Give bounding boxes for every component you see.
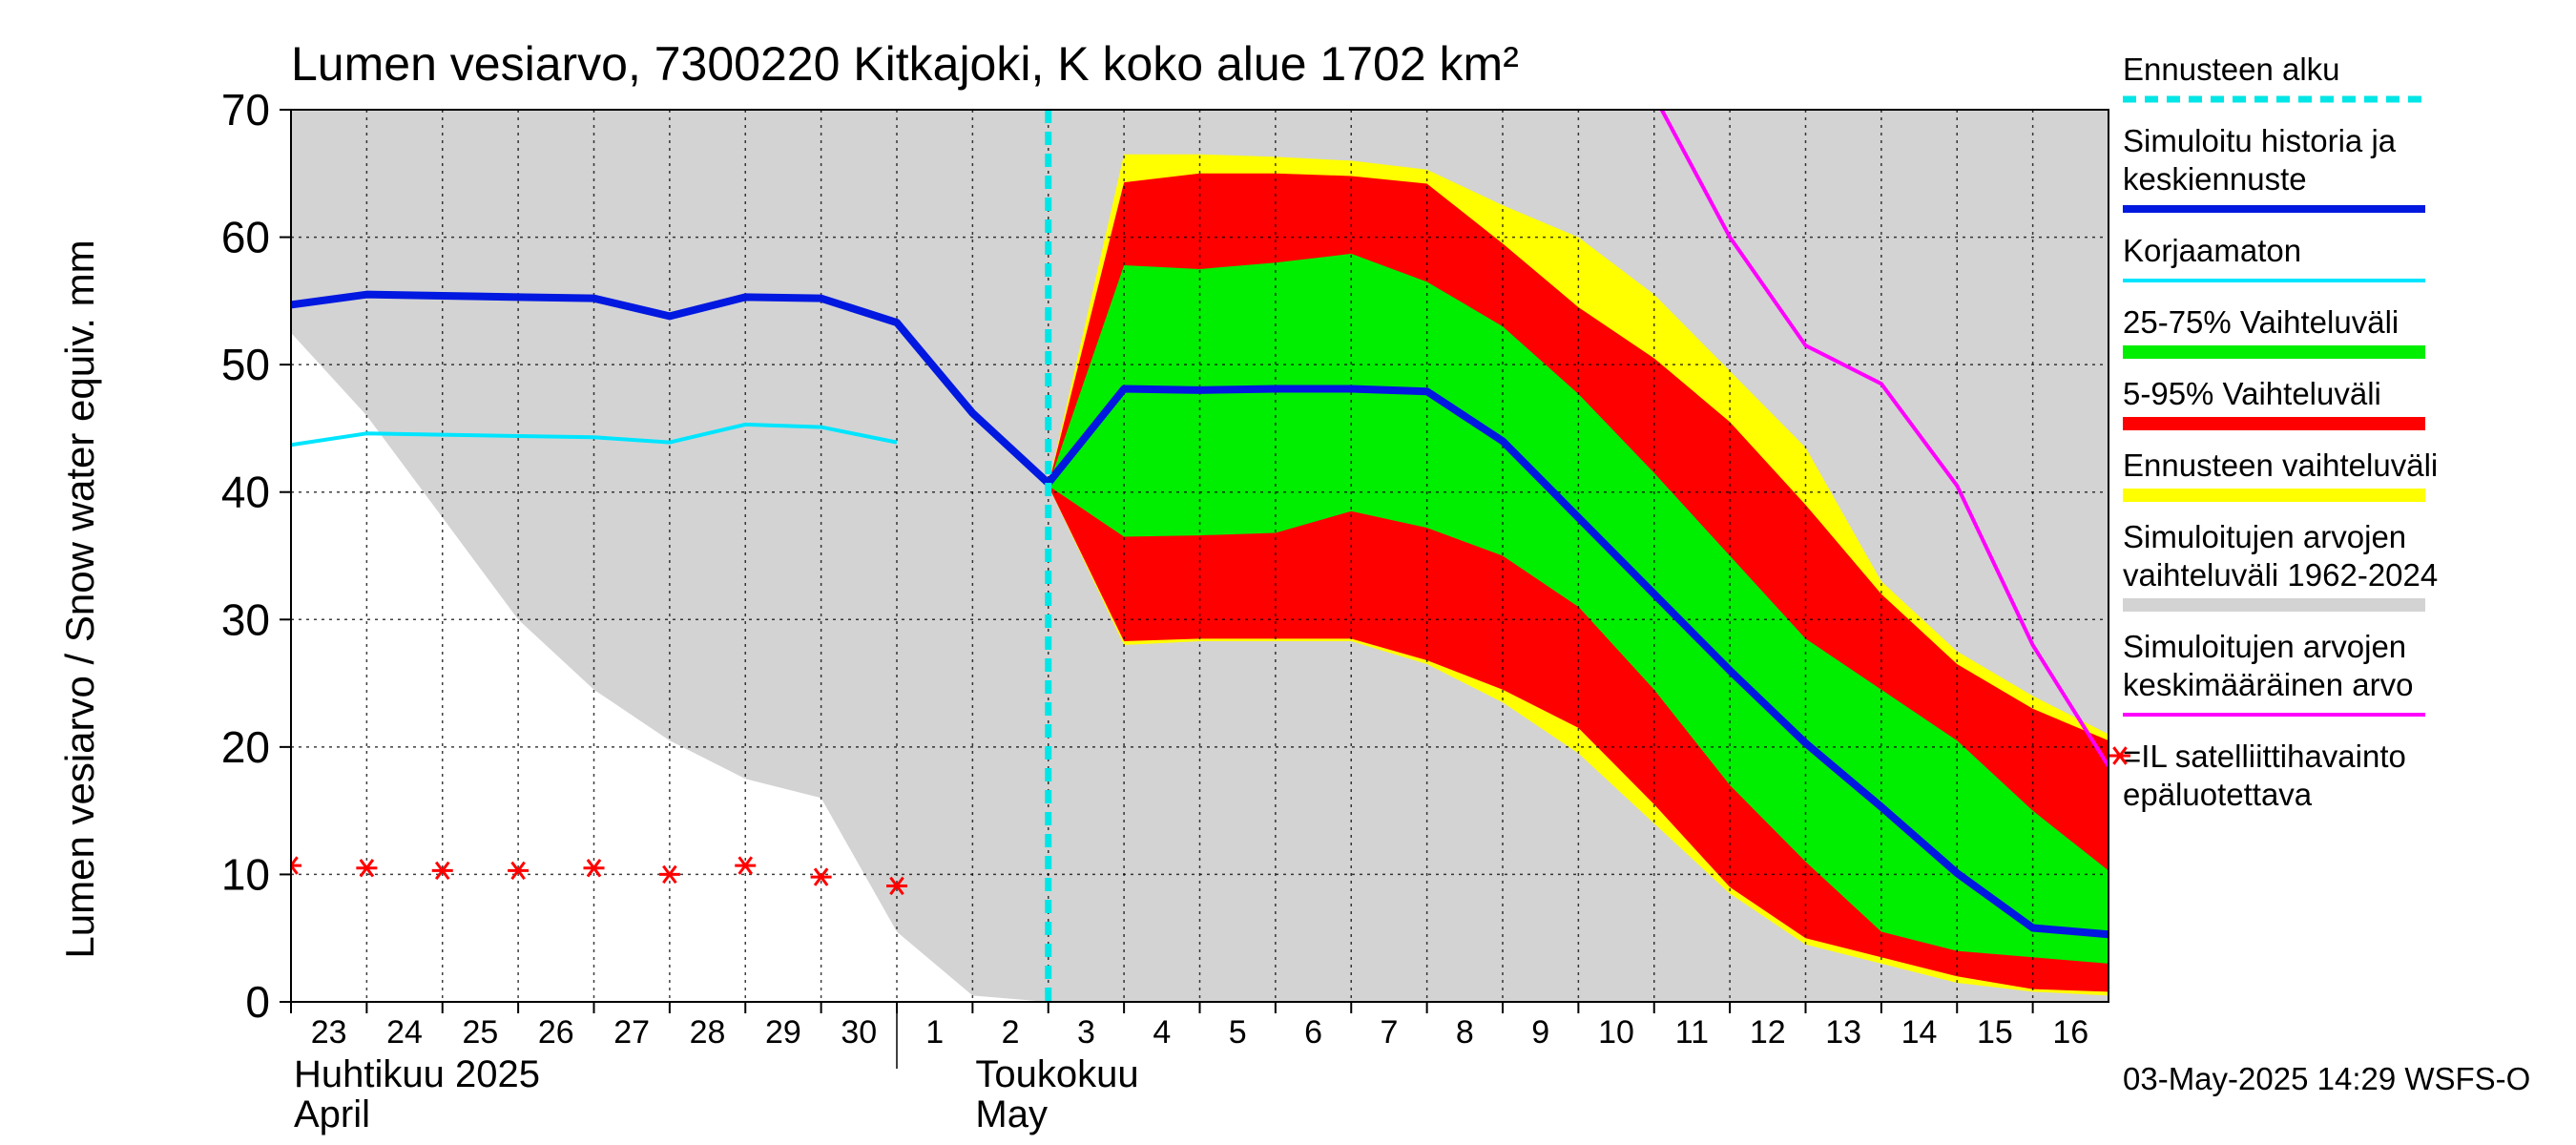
marker-stroke <box>291 856 299 868</box>
x-tick-label: 1 <box>925 1014 944 1051</box>
x-tick-label: 8 <box>1456 1014 1474 1051</box>
x-tick-label: 3 <box>1077 1014 1095 1051</box>
legend-label: keskiennuste <box>2123 161 2307 197</box>
satellite-marker <box>735 856 757 875</box>
legend-label: Korjaamaton <box>2123 233 2301 268</box>
month-label-en: April <box>294 1093 370 1135</box>
line-simulated <box>291 290 2109 939</box>
plot-area <box>291 110 2109 1002</box>
x-tick-label: 12 <box>1750 1014 1786 1051</box>
x-tick-label: 5 <box>1229 1014 1247 1051</box>
line-uncorrected <box>291 422 898 448</box>
marker-stroke <box>359 859 375 878</box>
satellite-marker <box>658 864 680 885</box>
y-tick-label: 0 <box>245 977 270 1027</box>
legend-label: vaihteluväli 1962-2024 <box>2123 557 2438 593</box>
x-tick-label: 9 <box>1531 1014 1549 1051</box>
marker-stroke <box>2112 746 2128 765</box>
y-tick-label: 30 <box>221 594 270 644</box>
marker-stroke <box>662 864 677 885</box>
satellite-marker <box>583 859 605 878</box>
line-mean <box>1659 110 2109 767</box>
marker-stroke <box>510 861 526 881</box>
legend-label: Ennusteen alku <box>2123 52 2340 87</box>
y-tick-label: 40 <box>221 468 270 517</box>
x-tick-label: 29 <box>765 1014 801 1051</box>
timestamp: 03-May-2025 14:29 WSFS-O <box>2123 1061 2530 1096</box>
y-tick-label: 20 <box>221 722 270 772</box>
legend-label: 5-95% Vaihteluväli <box>2123 376 2381 411</box>
x-tick-label: 6 <box>1304 1014 1322 1051</box>
month-label-fi: Huhtikuu 2025 <box>294 1053 540 1095</box>
x-tick-label: 11 <box>1675 1014 1709 1051</box>
x-tick-label: 10 <box>1598 1014 1634 1051</box>
y-tick-label: 60 <box>221 213 270 262</box>
y-tick-label: 10 <box>221 849 270 899</box>
x-tick-label: 7 <box>1380 1014 1398 1051</box>
y-axis-label: Lumen vesiarvo / Snow water equiv. mm <box>57 239 102 958</box>
y-tick-label: 70 <box>221 85 270 135</box>
satellite-marker <box>810 867 832 886</box>
y-tick-label: 50 <box>221 340 270 389</box>
x-tick-label: 13 <box>1825 1014 1861 1051</box>
legend-label: =IL satelliittihavainto <box>2123 739 2406 774</box>
x-tick-label: 23 <box>311 1014 347 1051</box>
x-tick-label: 24 <box>386 1014 423 1051</box>
month-label-en: May <box>975 1093 1048 1135</box>
satellite-marker <box>291 856 301 875</box>
x-tick-label: 4 <box>1153 1014 1171 1051</box>
legend-swatch <box>2123 345 2425 359</box>
legend-label: epäluotettava <box>2123 777 2313 812</box>
satellite-marker <box>508 861 530 881</box>
marker-stroke <box>434 861 450 881</box>
marker-stroke <box>889 876 904 896</box>
legend-label: Ennusteen vaihteluväli <box>2123 448 2438 483</box>
marker-stroke <box>291 863 299 875</box>
x-tick-label: 25 <box>463 1014 499 1051</box>
marker-stroke <box>737 856 754 875</box>
x-tick-label: 16 <box>2052 1014 2088 1051</box>
satellite-marker <box>356 859 378 878</box>
band-p25-75 <box>1048 253 2109 964</box>
legend-label: keskimääräinen arvo <box>2123 667 2413 702</box>
x-tick-label: 26 <box>538 1014 574 1051</box>
month-label-fi: Toukokuu <box>975 1053 1138 1095</box>
legend-swatch <box>2123 417 2425 430</box>
plot-content <box>291 110 2109 1002</box>
x-tick-label: 30 <box>841 1014 877 1051</box>
chart-title: Lumen vesiarvo, 7300220 Kitkajoki, K kok… <box>291 37 1519 91</box>
marker-stroke <box>813 867 829 886</box>
legend-swatch <box>2123 598 2425 612</box>
x-tick-label: 27 <box>613 1014 650 1051</box>
legend-label: Simuloitujen arvojen <box>2123 519 2406 554</box>
x-tick-label: 15 <box>1977 1014 2013 1051</box>
legend-label: Simuloitujen arvojen <box>2123 629 2406 664</box>
legend-label: 25-75% Vaihteluväli <box>2123 304 2399 340</box>
legend-swatch <box>2109 746 2130 765</box>
marker-stroke <box>586 859 602 878</box>
satellite-marker <box>431 861 453 881</box>
x-tick-label: 14 <box>1901 1014 1938 1051</box>
x-tick-label: 2 <box>1002 1014 1020 1051</box>
legend-label: Simuloitu historia ja <box>2123 123 2397 158</box>
legend-swatch <box>2123 489 2425 502</box>
x-tick-label: 28 <box>690 1014 726 1051</box>
satellite-marker <box>886 876 907 896</box>
